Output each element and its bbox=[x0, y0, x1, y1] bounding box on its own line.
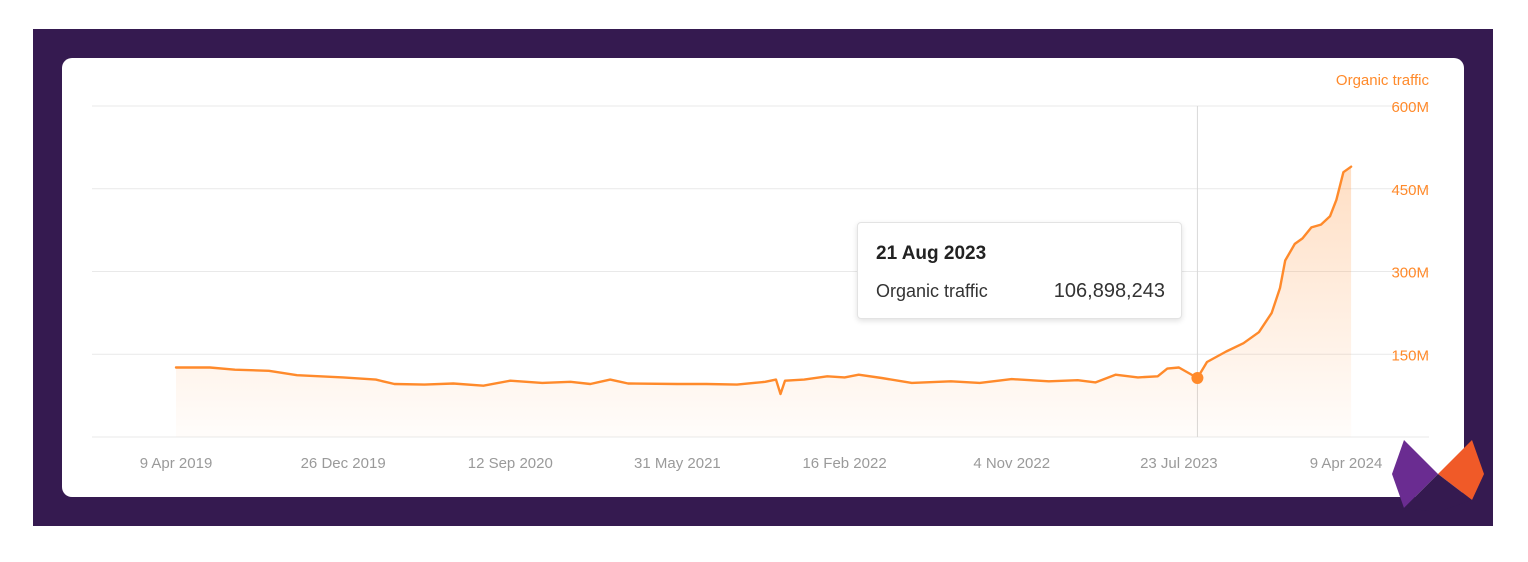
series-line bbox=[174, 165, 1353, 396]
y-tick-label: 300M bbox=[1391, 265, 1429, 282]
brand-logo-icon bbox=[1392, 440, 1484, 512]
x-tick-label: 4 Nov 2022 bbox=[973, 455, 1050, 472]
x-tick-label: 26 Dec 2019 bbox=[301, 455, 386, 472]
y-tick-label: 600M bbox=[1391, 99, 1429, 116]
highlight-point bbox=[1191, 371, 1204, 384]
y-tick-label: 150M bbox=[1391, 347, 1429, 364]
y-tick-label: 450M bbox=[1391, 182, 1429, 199]
x-tick-label: 31 May 2021 bbox=[634, 455, 721, 472]
tooltip-value: 106,898,243 bbox=[1053, 280, 1165, 302]
data-tooltip: 21 Aug 2023 Organic traffic 106,898,243 bbox=[857, 222, 1182, 319]
tooltip-series-label: Organic traffic bbox=[876, 281, 988, 301]
tooltip-date: 21 Aug 2023 bbox=[876, 243, 987, 264]
x-tick-label: 12 Sep 2020 bbox=[468, 455, 553, 472]
axis-title: Organic traffic bbox=[1336, 72, 1430, 89]
x-tick-label: 9 Apr 2019 bbox=[140, 455, 213, 472]
x-tick-label: 16 Feb 2022 bbox=[802, 455, 886, 472]
x-tick-label: 23 Jul 2023 bbox=[1140, 455, 1218, 472]
x-tick-label: 9 Apr 2024 bbox=[1310, 455, 1383, 472]
